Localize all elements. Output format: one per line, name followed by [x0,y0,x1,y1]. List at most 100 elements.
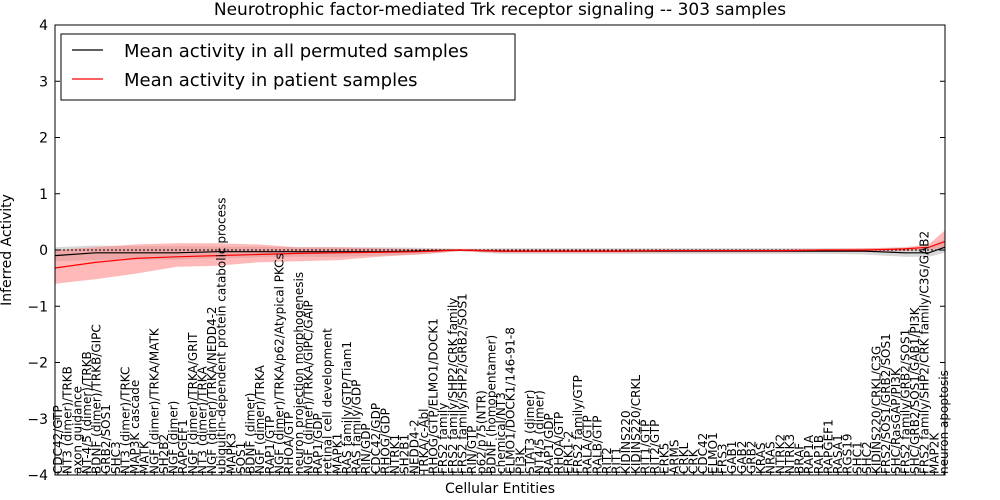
legend-box [60,33,516,101]
entity-label: RIT2 [600,447,614,474]
entity-label: NTRK3 [783,434,797,474]
entity-label: FRS3 [716,444,730,475]
entity-label: SH2B2 [157,434,171,474]
entity-label: BDNF (homopentamer) [484,335,498,474]
entity-label: neuron projection morphogenesis [292,272,306,474]
x-axis-label: Cellular Entities [445,481,555,497]
entity-label: RAS family/GTP/Tiam1 [340,341,354,474]
entity-label: NRAS [764,441,778,474]
entity-label: ERK5 [658,443,672,474]
entity-label: RAPGEF1 [176,419,190,474]
y-axis-label: Inferred Activity [0,194,15,306]
entity-label: FRS2 family/SHP2/CRK family [446,298,460,474]
y-tick-label: 0 [39,243,48,259]
entity-label: SHC3 [109,441,123,474]
entity-label: MAP2K [927,432,941,474]
y-tick-label: 3 [39,74,48,90]
entity-label: SHC/RasGAP/PI3K [889,367,903,474]
entity-label: RAPGEF1 [821,419,835,474]
entity-label: RIN/GDP [359,423,373,474]
entity-label: SHC/GRB2/SOS1/GAB1/PI3K [908,306,922,474]
entity-label: NGF (dimer)/TRKA [253,364,267,474]
entity-label: axon guidance [70,386,84,474]
entity-label: ELMO1 [706,432,720,474]
entity-label: NT3 (dimer)/TRKB [61,366,75,474]
entity-label: RIN/GTP [465,426,479,474]
chart-legend: Mean activity in all permuted samples Me… [60,33,516,101]
entity-label: RHOA/GTP [282,412,296,474]
entity-label: CRK [687,448,701,474]
entity-label: KIDINS220/CRKL [629,375,643,474]
entity-label: ubiquitin-dependent protein catabolic pr… [215,198,229,474]
entity-label: SOS1 [234,442,248,474]
y-tick-label: 4 [39,18,48,34]
entity-label: retinal cell development [321,328,335,474]
entity-label: RAP1A [802,434,816,474]
entity-label: BRAF [793,443,807,474]
plot-area [54,230,946,284]
y-tick-label: −3 [27,412,48,428]
entity-label: RAP1/GDP [311,413,325,474]
entity-label: GRB2/SOS1 [99,404,113,474]
entity-label: CDC42 [696,433,710,474]
legend-label-permuted: Mean activity in all permuted samples [124,41,468,62]
entity-label: RAP1/GDP [542,413,556,474]
entity-label: SH2B1 [398,434,412,474]
entity-label: MAPK3 [224,433,238,474]
entity-label: PI3K [513,447,527,474]
patient-band [55,230,945,284]
entity-label: KIDINS220 [619,410,633,474]
entity-label: RIT1 [610,447,624,474]
entity-label: FRS2 family/GTP [571,375,585,474]
entity-label: NT-4/5 (dimer)/TRKB [80,351,94,474]
chart-title: Neurotrophic factor-mediated Trk recepto… [214,0,786,20]
entity-label: MAP3K cascade [128,380,142,474]
y-axis: 4 3 2 1 0 −1 −2 −3 −4 [27,18,945,484]
entity-label: ELMO1/DOCK1/146-91-8 [504,327,518,474]
entity-label: chemical/NT3 [494,392,508,474]
entity-label: RHOG/GTP/ELMO1/DOCK1 [427,318,441,474]
entity-label: SHC2 [860,441,874,474]
entity-label: RAP1/GTP [263,416,277,474]
entity-label: KRAS [754,442,768,474]
entity-label: CDC42/GDP [369,403,383,474]
entity-label: NGF (dimer)/TRKA/MATK [147,327,161,474]
entity-label: FRS2 family [436,403,450,474]
entity-label: GAB2 [735,441,749,474]
entity-label: NTRK2 [773,434,787,474]
entity-label: RIT2/GTP [648,420,662,474]
entity-label: SHC1 [850,441,864,474]
entity-label: RGS19 [841,433,855,474]
entity-label: MATK [138,440,152,474]
y-tick-label: 1 [39,187,48,203]
entity-label: NGF (dimer) [167,401,181,474]
entity-label: neuron apoptosis [937,370,951,474]
entity-label: NGF (dimer)/TRKA/GIPC/GAIP [301,300,315,474]
entity-label: RASA1 [831,434,845,474]
entity-label: CRKL [677,442,691,474]
entity-label: RAS family/GDP [350,380,364,474]
entity-label: KIDINS220/CRKL/C3G [870,346,884,474]
entity-label: NGF (dimer)/TRKA/p62/Atypical PKCs [273,253,287,474]
entity-label: FRS2 family/GRB2/SOS1 [899,329,913,474]
entity-label: GAB1 [725,441,739,474]
axes-frame [54,24,946,476]
entity-label: STAT3 (dimer) [523,390,537,474]
entity-label: RIT1/GTP [639,420,653,474]
entity-label: RALA/GTP [581,415,595,474]
entity-label: NGF (dimer)/TRKA/NEDD4-2 [205,306,219,474]
entity-label: FRS2/SOS1/GRB2/SOS1 [879,333,893,474]
entity-label: NTRK1 [388,434,402,474]
entity-label: RHOA/GTP [552,412,566,474]
entity-label: NT4/5 (dimer) [533,390,547,474]
entity-label: BDNF (dimer) [244,393,258,475]
entity-label: FRS2 family/SHP2/GRB2/SOS1 [456,293,470,474]
entity-label: NT3 (dimer)/TRKC [118,367,132,474]
entity-label: NGF (dimer)/TRKA/GRIT [186,332,200,474]
entity-label: NT3 (dimer)/TRKA [196,366,210,474]
entity-label: FRS2 family/SHP2/CRK family/C3G/GAB2 [918,231,932,474]
entity-label: GRB2 [744,440,758,474]
entity-label: TRKA/c-Abl [417,409,431,475]
entity-label: ARMS [667,439,681,474]
